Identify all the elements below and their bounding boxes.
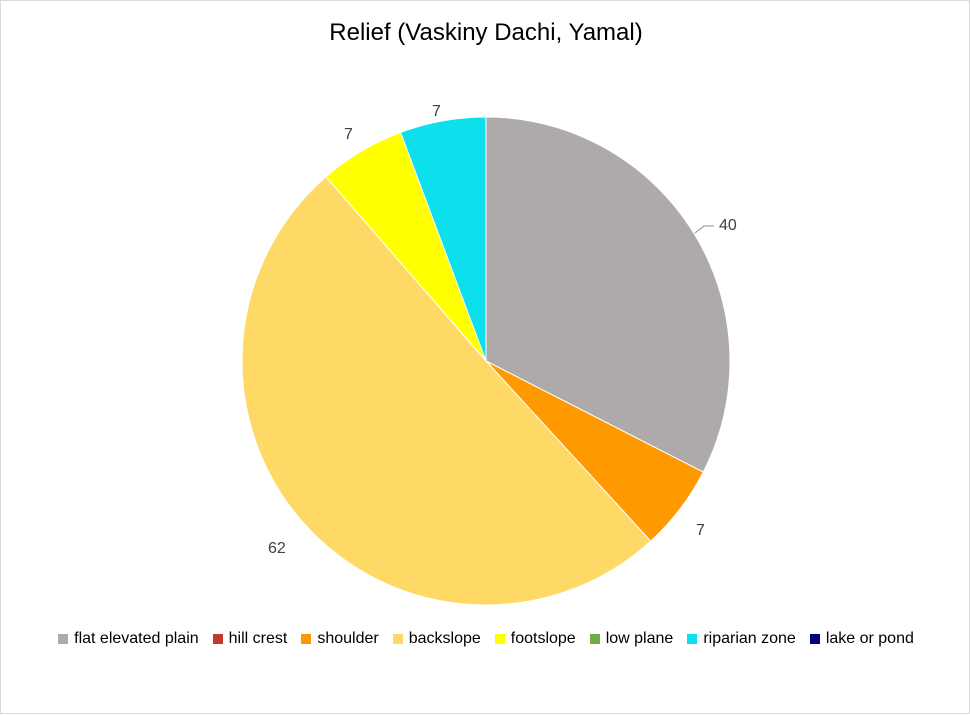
legend-swatch — [58, 634, 69, 644]
slice-flat-elevated-plain — [485, 116, 731, 473]
legend-item-riparian-zone: riparian zone — [687, 630, 796, 648]
legend-item-shoulder: shoulder — [301, 630, 379, 648]
slice-riparian-zone — [399, 116, 487, 362]
legend-swatch — [687, 634, 698, 644]
legend-swatch — [392, 634, 403, 644]
data-label-footslope: 7 — [344, 126, 353, 143]
legend-swatch — [494, 634, 505, 644]
legend-item-lake-or-pond: lake or pond — [809, 630, 914, 648]
data-label-riparian-zone: 7 — [432, 103, 441, 120]
legend-swatch — [301, 634, 312, 644]
legend-label: riparian zone — [703, 630, 796, 647]
legend-swatch — [809, 634, 820, 644]
legend-item-flat-elevated-plain: flat elevated plain — [58, 630, 199, 648]
legend-item-hill-crest: hill crest — [212, 630, 288, 648]
legend-item-low-plane: low plane — [589, 630, 674, 648]
legend-item-backslope: backslope — [392, 630, 481, 648]
data-label-shoulder: 7 — [696, 522, 705, 539]
legend-label: lake or pond — [825, 630, 914, 647]
legend-swatch — [212, 634, 223, 644]
legend-label: shoulder — [317, 630, 379, 647]
slice-backslope — [241, 176, 652, 606]
legend-label: hill crest — [228, 630, 288, 647]
data-label-backslope: 62 — [268, 540, 286, 557]
legend-label: footslope — [510, 630, 576, 647]
chart-title: Relief (Vaskiny Dachi, Yamal) — [329, 19, 643, 46]
legend-item-footslope: footslope — [494, 630, 576, 648]
leader-line-flat-elevated-plain — [694, 225, 714, 234]
legend-swatch — [589, 634, 600, 644]
legend-label: low plane — [605, 630, 674, 647]
legend-label: backslope — [408, 630, 481, 647]
legend-label: flat elevated plain — [74, 630, 199, 647]
data-label-flat-elevated-plain: 40 — [719, 217, 737, 234]
legend: flat elevated plain hill crest shoulder bac… — [1, 630, 970, 648]
